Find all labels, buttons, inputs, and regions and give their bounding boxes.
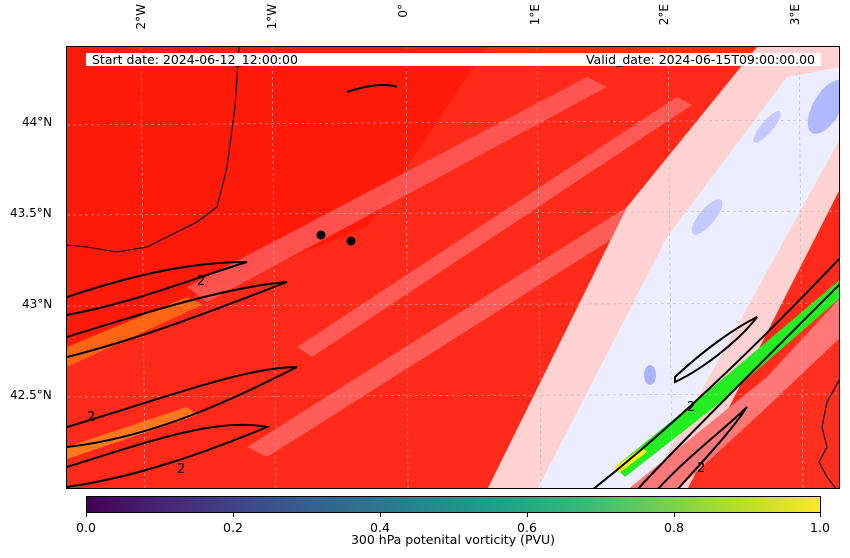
- pv-negative-patch-2: [691, 199, 723, 235]
- pv-orange-streak-2: [67, 407, 197, 459]
- contour-left-3: [67, 366, 298, 448]
- contour-label-5: 2: [697, 461, 705, 476]
- lon-label-3e: 3°E: [788, 4, 802, 26]
- lon-label-0: 0°: [396, 4, 410, 18]
- pv-peak-yellow: [615, 447, 647, 473]
- contour-label-1: 2: [197, 274, 205, 289]
- lat-label-42-5n: 42.5°N: [10, 388, 52, 402]
- contour-top: [346, 83, 398, 93]
- station-marker-1: [316, 230, 326, 240]
- gridline-lon-2: [271, 47, 277, 488]
- coastline-west: [67, 47, 240, 253]
- lat-label-44n: 44°N: [22, 115, 53, 129]
- lat-label-43n: 43°N: [22, 297, 53, 311]
- colorbar-tick: [674, 513, 675, 517]
- pv-negative-patch-3: [644, 365, 656, 385]
- colorbar-title: 300 hPa potenital vorticity (PVU): [350, 532, 556, 547]
- start-date-label: Start date: 2024-06-12_12:00:00: [92, 52, 298, 67]
- pv-streak-2: [297, 97, 692, 357]
- gridline-lon-3: [405, 47, 409, 488]
- contour-label-2: 2: [87, 410, 95, 425]
- colorbar-tick-label: 0.6: [517, 520, 537, 535]
- colorbar-tick-label: 1.0: [810, 520, 830, 535]
- contour-left-2: [67, 281, 288, 358]
- lon-label-2e: 2°E: [657, 4, 671, 26]
- lat-label-43-5n: 43.5°N: [10, 206, 52, 220]
- contour-left-1: [67, 261, 248, 316]
- coastline-east: [818, 379, 839, 488]
- colorbar-tick-label: 0.2: [223, 520, 243, 535]
- colorbar-tick-label: 0.0: [76, 520, 96, 535]
- pv-peak-band: [615, 280, 839, 477]
- station-marker-2: [346, 236, 356, 246]
- gridline-lon-1: [140, 47, 146, 488]
- contour-label-4: 2: [687, 400, 695, 415]
- colorbar-tick-label: 0.4: [370, 520, 390, 535]
- pv-negative-patch-4: [753, 111, 781, 143]
- pv-negative-patch-1: [807, 80, 839, 134]
- lon-label-2w: 2°W: [134, 4, 148, 30]
- colorbar: [86, 496, 821, 513]
- colorbar-tick: [380, 513, 381, 517]
- pv-streak-1: [187, 77, 607, 302]
- pv-orange-streak: [67, 297, 202, 367]
- contour-right-lower: [657, 406, 748, 488]
- gridline-lon-4: [536, 47, 542, 488]
- lon-label-1e: 1°E: [528, 4, 542, 26]
- valid-date-label: Valid_date: 2024-06-15T09:00:00.00: [585, 52, 815, 67]
- colorbar-tick: [86, 513, 87, 517]
- colorbar-tick-label: 0.8: [664, 520, 684, 535]
- contour-label-3: 2: [177, 462, 185, 477]
- contour-right-outer: [592, 257, 839, 488]
- lon-label-1w: 1°W: [265, 4, 279, 30]
- colorbar-tick: [233, 513, 234, 517]
- pv-streak-3: [247, 207, 647, 457]
- colorbar-tick: [527, 513, 528, 517]
- map-panel: 2 2 2 2 2: [66, 46, 840, 489]
- pv-very-low-region: [538, 67, 839, 488]
- pv-high-band: [67, 47, 487, 347]
- pv-field-map: 2 2 2 2 2: [67, 47, 839, 488]
- gridline-lon-6: [798, 47, 804, 488]
- contour-right-inner: [674, 316, 758, 384]
- info-bar: Start date: 2024-06-12_12:00:00 Valid_da…: [86, 53, 821, 66]
- contour-left-4: [67, 423, 271, 488]
- colorbar-tick: [820, 513, 821, 517]
